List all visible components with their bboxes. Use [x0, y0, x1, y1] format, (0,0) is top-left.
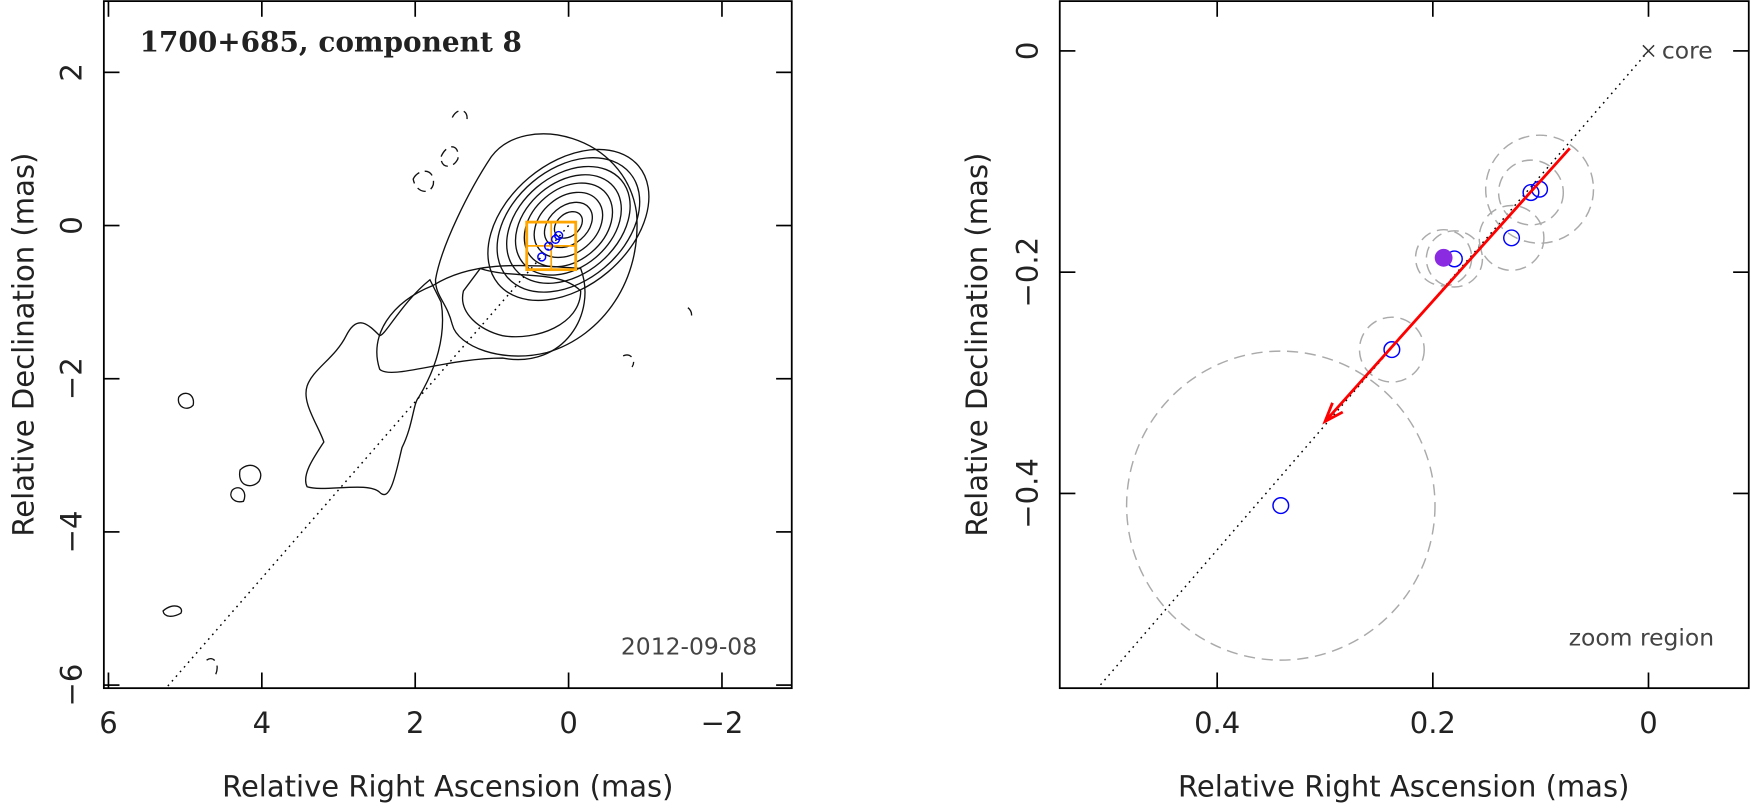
core-marker [1642, 44, 1655, 58]
y-axis-label: Relative Declination (mas) [960, 153, 994, 537]
date-annotation: 2012-09-08 [621, 633, 757, 661]
y-axis-label: Relative Declination (mas) [7, 153, 41, 537]
contours [162, 110, 693, 678]
core-label: core [1662, 37, 1713, 65]
x-tick-label: 0 [559, 706, 577, 740]
error-circle [1478, 204, 1545, 272]
direction-line [165, 225, 570, 689]
component [1522, 183, 1540, 202]
zoom-annotation: zoom region [1569, 624, 1714, 652]
left-frame [102, 0, 793, 690]
y-tick-label: 0 [55, 216, 89, 235]
component [1383, 341, 1401, 359]
x-tick-label: 0.4 [1194, 706, 1240, 740]
component [1503, 229, 1521, 247]
x-tick-label: 0 [1639, 706, 1657, 740]
x-axis-label: Relative Right Ascension (mas) [222, 770, 673, 804]
highlight-component [1434, 248, 1453, 267]
component [1272, 497, 1290, 515]
error-circle [1358, 316, 1425, 383]
y-tick-label: 2 [55, 63, 89, 82]
y-tick-label: −0.4 [1010, 458, 1044, 529]
chart-title: 1700+685, component 8 [140, 25, 522, 58]
error-circle [1497, 159, 1565, 226]
error-circle [1125, 350, 1436, 661]
x-tick-label: 2 [406, 706, 424, 740]
y-tick-label: −0.2 [1010, 237, 1044, 308]
component [553, 230, 564, 241]
x-tick-label: 0.2 [1410, 706, 1456, 740]
y-tick-label: −2 [55, 357, 89, 400]
y-tick-label: −4 [55, 510, 89, 553]
error-circle [1484, 134, 1595, 244]
motion-arrow [1322, 147, 1571, 425]
component [544, 241, 554, 251]
x-tick-label: −2 [701, 706, 744, 740]
y-tick-label: 0 [1010, 42, 1044, 61]
zoom-grid [526, 222, 576, 270]
right-frame [1058, 0, 1750, 690]
x-tick-label: 4 [253, 706, 271, 740]
x-tick-label: 6 [99, 706, 117, 740]
x-axis-label: Relative Right Ascension (mas) [1178, 770, 1629, 804]
y-tick-label: −6 [55, 664, 89, 707]
component [537, 252, 547, 262]
